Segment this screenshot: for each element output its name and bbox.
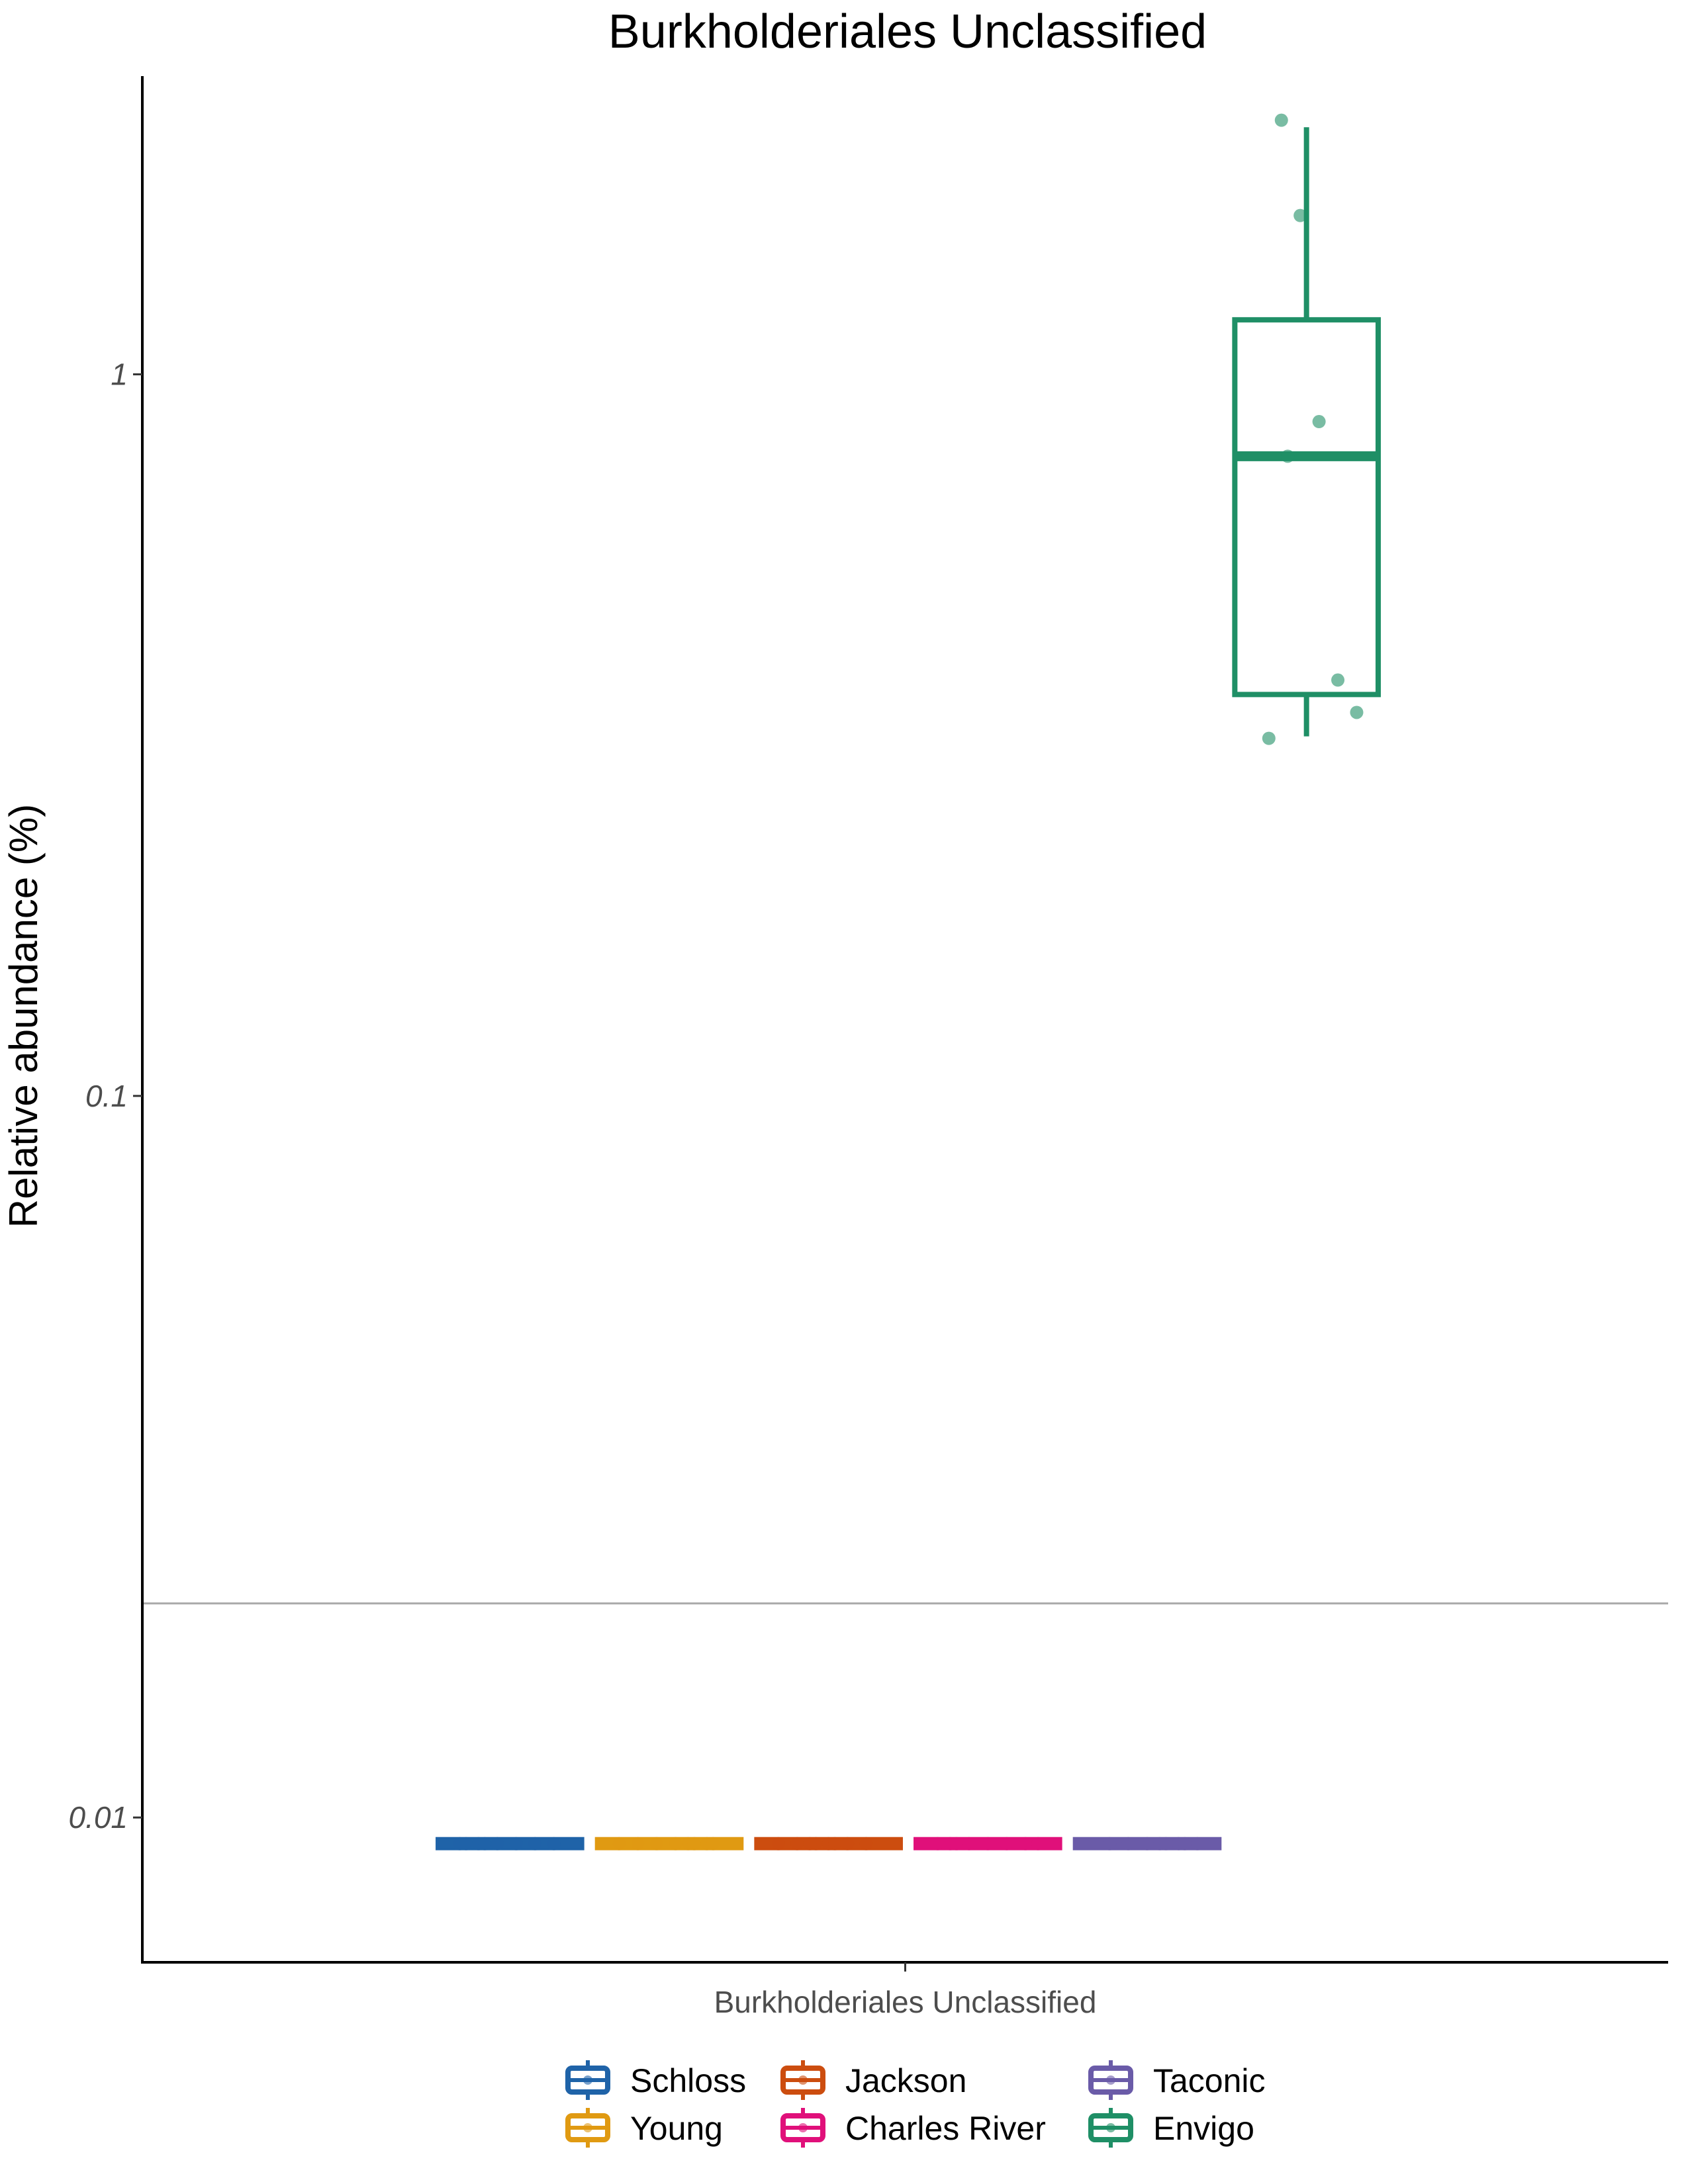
data-point xyxy=(790,1837,804,1850)
data-point xyxy=(1103,1837,1117,1850)
data-point xyxy=(1031,1837,1045,1850)
legend-item-jackson: Jackson xyxy=(780,2060,966,2100)
data-point xyxy=(687,1837,701,1850)
data-point xyxy=(841,1837,855,1850)
legend-item-taconic: Taconic xyxy=(1088,2060,1266,2100)
data-point xyxy=(650,1837,664,1850)
data-point xyxy=(1293,208,1307,222)
y-tick-label: 0.1 xyxy=(85,1079,128,1113)
data-point xyxy=(631,1837,645,1850)
series-charles-river xyxy=(914,1837,1062,1850)
data-point xyxy=(1274,113,1288,127)
series-envigo xyxy=(1232,113,1381,745)
series-young xyxy=(594,1837,744,1850)
series-schloss xyxy=(436,1837,585,1850)
legend-item-charles-river: Charles River xyxy=(780,2108,1046,2148)
legend-key-point xyxy=(1106,2075,1115,2085)
y-tick-label: 1 xyxy=(111,357,128,392)
plot-area: 0.01 0.1 1 Burkholderiales Unclassified xyxy=(68,76,1668,2019)
series-jackson xyxy=(754,1837,903,1850)
x-tick-label: Burkholderiales Unclassified xyxy=(714,1985,1097,2019)
legend-label: Taconic xyxy=(1153,2062,1266,2099)
chart-title: Burkholderiales Unclassified xyxy=(608,5,1207,58)
legend-label: Jackson xyxy=(845,2062,966,2099)
data-point xyxy=(962,1837,976,1850)
legend-item-young: Young xyxy=(565,2108,723,2148)
data-point xyxy=(612,1837,626,1850)
data-point xyxy=(981,1837,995,1850)
data-point xyxy=(949,1837,963,1850)
data-point xyxy=(1178,1837,1192,1850)
data-point xyxy=(1281,449,1295,463)
data-point xyxy=(528,1837,542,1850)
data-point xyxy=(1159,1837,1173,1850)
legend-item-schloss: Schloss xyxy=(565,2060,746,2100)
data-point xyxy=(1312,415,1326,429)
data-point xyxy=(828,1837,842,1850)
data-point xyxy=(706,1837,720,1850)
data-point xyxy=(491,1837,504,1850)
data-point xyxy=(547,1837,561,1850)
data-point xyxy=(478,1837,492,1850)
legend-label: Charles River xyxy=(845,2110,1046,2147)
data-point xyxy=(509,1837,523,1850)
legend-key-point xyxy=(798,2123,808,2132)
series-taconic xyxy=(1072,1837,1222,1850)
data-point xyxy=(771,1837,785,1850)
legend: Schloss Young Jackson Charles River Taconic E… xyxy=(565,2060,1266,2148)
data-point xyxy=(1331,673,1345,687)
data-point xyxy=(1121,1837,1135,1850)
y-axis-label: Relative abundance (%) xyxy=(1,804,46,1228)
y-tick-label: 0.01 xyxy=(68,1800,128,1835)
data-point xyxy=(1350,705,1364,719)
data-point xyxy=(1019,1837,1033,1850)
data-point xyxy=(1190,1837,1204,1850)
legend-key-point xyxy=(583,2123,592,2132)
data-point xyxy=(1262,731,1276,745)
legend-label: Envigo xyxy=(1153,2110,1254,2147)
legend-key-point xyxy=(1106,2123,1115,2132)
data-point xyxy=(809,1837,823,1850)
legend-key-point xyxy=(583,2075,592,2085)
box xyxy=(1232,317,1381,698)
legend-item-envigo: Envigo xyxy=(1088,2108,1254,2148)
data-point xyxy=(459,1837,473,1850)
data-point xyxy=(1000,1837,1013,1850)
data-point xyxy=(1141,1837,1154,1850)
data-point xyxy=(669,1837,682,1850)
legend-label: Young xyxy=(630,2110,723,2147)
data-point xyxy=(859,1837,873,1850)
legend-key-point xyxy=(798,2075,808,2085)
data-point xyxy=(931,1837,945,1850)
legend-label: Schloss xyxy=(630,2062,746,2099)
